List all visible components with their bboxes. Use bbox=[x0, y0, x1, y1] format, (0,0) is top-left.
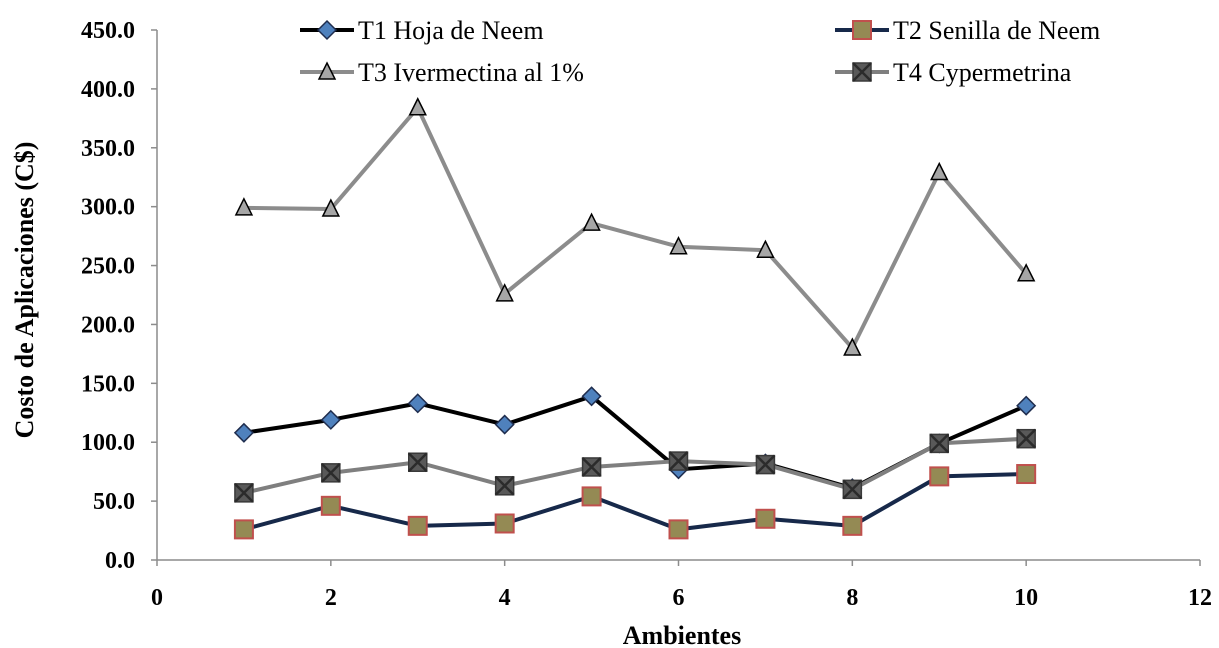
series-line bbox=[243, 436, 1027, 495]
legend-item: T1 Hoja de Neem bbox=[300, 16, 544, 45]
marker-square bbox=[668, 519, 689, 540]
y-tick-label: 200.0 bbox=[81, 312, 135, 338]
marker-triangle bbox=[930, 161, 949, 181]
marker-square bbox=[1016, 464, 1037, 485]
marker-triangle bbox=[408, 97, 427, 116]
marker-x-cross bbox=[320, 462, 341, 483]
marker-triangle bbox=[495, 283, 514, 302]
legend-label: T4 Cypermetrina bbox=[893, 58, 1072, 87]
marker-x-cross bbox=[755, 454, 776, 475]
marker-x-square bbox=[755, 454, 776, 475]
series-line bbox=[243, 472, 1027, 532]
y-axis-title: Costo de Aplicaciones (C$) bbox=[10, 142, 39, 439]
marker-x-square bbox=[581, 457, 602, 477]
y-tick-label: 350.0 bbox=[81, 136, 135, 162]
y-tick-label: 100.0 bbox=[81, 430, 135, 456]
legend: T1 Hoja de Neem T2 Senilla de Neem T3 Iver… bbox=[300, 16, 1100, 87]
x-tick-label: 4 bbox=[499, 585, 511, 611]
series-2 bbox=[233, 464, 1037, 540]
marker-diamond bbox=[233, 422, 254, 443]
marker-square bbox=[842, 515, 863, 536]
marker-x-square bbox=[842, 479, 863, 500]
marker-diamond bbox=[316, 19, 338, 41]
marker-square bbox=[852, 20, 872, 40]
marker-x-square bbox=[494, 475, 515, 496]
x-tick-label: 0 bbox=[151, 585, 163, 611]
marker-x-square bbox=[234, 482, 254, 503]
marker-triangle bbox=[669, 236, 688, 255]
series-line bbox=[243, 105, 1028, 350]
legend-label: T1 Hoja de Neem bbox=[358, 16, 544, 45]
marker-x-cross bbox=[842, 479, 863, 500]
marker-square bbox=[320, 495, 341, 516]
marker-triangle bbox=[756, 239, 775, 258]
marker-square bbox=[494, 513, 515, 534]
marker-x-square bbox=[320, 462, 341, 483]
marker-triangle bbox=[843, 337, 862, 356]
marker-diamond bbox=[1016, 395, 1037, 416]
x-tick-label: 8 bbox=[846, 585, 858, 611]
x-tick-label: 12 bbox=[1188, 585, 1212, 611]
marker-triangle bbox=[234, 197, 254, 216]
legend-label: T3 Ivermectina al 1% bbox=[358, 58, 584, 87]
marker-triangle bbox=[321, 198, 341, 217]
marker-x-square bbox=[929, 433, 950, 454]
y-tick-label: 450.0 bbox=[81, 18, 135, 44]
marker-x-cross bbox=[929, 433, 950, 454]
marker-diamond bbox=[581, 386, 602, 407]
series-line bbox=[243, 394, 1027, 491]
x-tick-label: 10 bbox=[1014, 585, 1038, 611]
marker-square bbox=[581, 486, 602, 507]
x-axis-title: Ambientes bbox=[623, 621, 741, 648]
x-tick-label: 6 bbox=[673, 585, 685, 611]
marker-x-cross bbox=[581, 457, 602, 477]
y-tick-label: 250.0 bbox=[81, 254, 135, 280]
y-tick-label: 0.0 bbox=[105, 548, 135, 574]
series-4 bbox=[234, 428, 1037, 503]
y-tick-label: 300.0 bbox=[81, 195, 135, 221]
marker-triangle bbox=[317, 61, 337, 80]
legend-item: T2 Senilla de Neem bbox=[835, 16, 1100, 45]
marker-x-square bbox=[852, 62, 872, 82]
legend-item: T3 Ivermectina al 1% bbox=[300, 58, 584, 87]
marker-triangle bbox=[1016, 263, 1036, 282]
marker-diamond bbox=[320, 409, 341, 430]
marker-diamond bbox=[494, 414, 515, 435]
marker-square bbox=[929, 466, 950, 487]
marker-x-cross bbox=[234, 482, 254, 503]
series-layer bbox=[233, 97, 1037, 540]
y-tick-label: 400.0 bbox=[81, 77, 135, 103]
marker-x-cross bbox=[668, 451, 689, 471]
marker-square bbox=[233, 519, 254, 540]
marker-x-square bbox=[407, 452, 428, 473]
marker-x-cross bbox=[852, 62, 872, 82]
marker-square bbox=[407, 515, 428, 536]
marker-x-cross bbox=[1016, 428, 1037, 449]
marker-x-cross bbox=[407, 452, 428, 473]
marker-square bbox=[755, 508, 776, 529]
marker-x-cross bbox=[494, 475, 515, 496]
axes: 0.0 50.0 100.0 150.0 200.0 250.0 300.0 350.0 400… bbox=[81, 18, 1212, 611]
marker-triangle bbox=[582, 212, 601, 231]
y-tick-label: 50.0 bbox=[93, 489, 135, 515]
legend-label: T2 Senilla de Neem bbox=[893, 16, 1100, 45]
y-tick-label: 150.0 bbox=[81, 371, 135, 397]
marker-x-square bbox=[1016, 428, 1037, 449]
series-1 bbox=[233, 386, 1037, 499]
series-3 bbox=[234, 97, 1036, 356]
marker-diamond bbox=[407, 393, 428, 414]
legend-item: T4 Cypermetrina bbox=[835, 58, 1072, 87]
x-tick-label: 2 bbox=[325, 585, 337, 611]
marker-x-square bbox=[668, 451, 689, 471]
